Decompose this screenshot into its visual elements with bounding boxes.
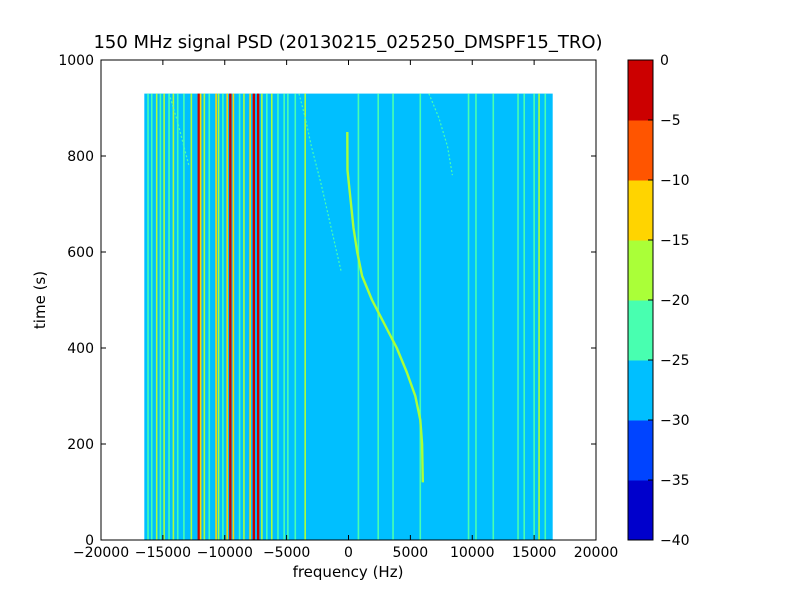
y-tick-label: 1000	[58, 53, 94, 69]
y-tick-label: 400	[67, 341, 94, 357]
y-tick-label: 800	[67, 149, 94, 165]
colorbar-tick-label: −10	[660, 173, 690, 189]
doppler-curve	[346, 131, 424, 483]
colorbar-segment	[628, 180, 653, 241]
x-tick-label: −10000	[197, 545, 253, 561]
y-axis: 0 200 400 600 800 1000	[58, 53, 596, 549]
x-tick-label: 10000	[450, 545, 495, 561]
spectral-line	[243, 93, 245, 540]
y-tick-label: 200	[67, 437, 94, 453]
x-tick-label: 0	[344, 545, 353, 561]
spectral-line	[150, 93, 153, 540]
spectral-line	[208, 93, 211, 540]
colorbar-segment	[628, 240, 653, 301]
x-tick-label: −20000	[73, 545, 129, 561]
spectral-line	[252, 93, 256, 540]
plot-area: −20000 −15000 −10000 −5000 0 5000 10000 15000 20…	[58, 53, 618, 561]
colorbar-segment	[628, 360, 653, 421]
spectral-line	[523, 93, 526, 540]
faint-track	[168, 93, 190, 166]
spectral-line	[266, 93, 268, 540]
spectral-line	[176, 93, 179, 540]
colorbar-segment	[628, 480, 653, 541]
y-tick-label: 600	[67, 245, 94, 261]
spectral-line	[261, 93, 263, 540]
colorbar-tick-label: −5	[660, 113, 681, 129]
y-tick-label: 0	[85, 533, 94, 549]
spectral-line	[517, 93, 519, 540]
spectral-line	[304, 93, 306, 540]
chart-title: 150 MHz signal PSD (20130215_025250_DMSP…	[93, 32, 602, 53]
spectral-line	[203, 93, 206, 540]
x-tick-label: 15000	[512, 545, 557, 561]
spectral-line	[419, 93, 422, 540]
spectral-line	[159, 93, 162, 540]
x-axis: −20000 −15000 −10000 −5000 0 5000 10000 15000 20…	[73, 60, 618, 561]
colorbar-tick-label: −35	[660, 473, 690, 489]
faint-track	[298, 93, 342, 272]
spectral-line	[229, 93, 232, 540]
colorbar-tick-label: −20	[660, 293, 690, 309]
x-tick-label: 20000	[574, 545, 619, 561]
x-tick-label: 5000	[393, 545, 429, 561]
spectral-line	[270, 93, 273, 540]
spectrogram-heatmap	[144, 93, 553, 540]
spectral-line	[475, 93, 477, 540]
y-axis-label: time (s)	[31, 271, 49, 329]
spectral-line	[538, 93, 540, 540]
spectral-line	[294, 93, 297, 540]
x-tick-label: −5000	[263, 545, 310, 561]
colorbar-tick-label: −40	[660, 533, 690, 549]
spectral-line	[256, 93, 260, 540]
spectral-line	[226, 93, 229, 540]
spectral-line	[249, 93, 251, 540]
colorbar-segment	[628, 60, 653, 121]
colorbar-tick-label: 0	[660, 53, 669, 69]
spectral-line	[222, 93, 224, 540]
spectral-line	[283, 93, 285, 540]
colorbar-tick-label: −30	[660, 413, 690, 429]
spectral-line	[147, 93, 149, 540]
spectral-line	[183, 93, 185, 540]
colorbar-segment	[628, 120, 653, 181]
spectral-line	[467, 93, 470, 540]
spectral-line	[172, 93, 175, 540]
colorbar-tick-label: −15	[660, 233, 690, 249]
spectral-line	[238, 93, 241, 540]
spectral-line	[168, 93, 170, 540]
spectral-line	[163, 93, 165, 540]
spectral-line	[217, 93, 220, 540]
spectral-line	[277, 93, 279, 540]
spectral-line	[533, 93, 535, 540]
colorbar: 0 −5 −10 −15 −20 −25 −30 −35 −40	[627, 53, 690, 549]
spectral-line	[155, 93, 158, 540]
spectral-line	[287, 93, 289, 540]
colorbar-tick-label: −25	[660, 353, 690, 369]
spectral-line	[197, 93, 200, 540]
x-tick-label: −15000	[135, 545, 191, 561]
spectral-line	[357, 93, 360, 540]
spectral-line	[190, 93, 193, 540]
colorbar-segment	[628, 300, 653, 361]
faint-track	[428, 93, 453, 176]
spectral-line	[199, 93, 202, 540]
spectral-line	[544, 93, 547, 540]
colorbar-segment	[628, 420, 653, 481]
spectral-line	[392, 93, 394, 540]
spectral-line	[492, 93, 495, 540]
spectral-line	[232, 93, 235, 540]
spectral-line	[377, 93, 379, 540]
x-axis-label: frequency (Hz)	[293, 563, 404, 581]
spectral-line	[215, 93, 217, 540]
